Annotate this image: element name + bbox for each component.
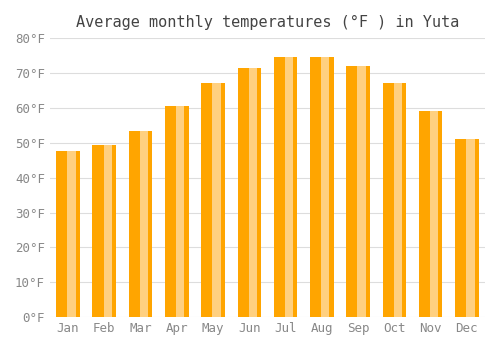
Bar <box>238 68 261 317</box>
Bar <box>419 111 442 317</box>
Bar <box>128 131 152 317</box>
Bar <box>68 152 76 317</box>
Bar <box>346 66 370 317</box>
Bar <box>176 106 184 317</box>
Bar <box>165 106 188 317</box>
Bar <box>140 131 148 317</box>
Title: Average monthly temperatures (°F ) in Yuta: Average monthly temperatures (°F ) in Yu… <box>76 15 459 30</box>
Bar <box>455 139 478 317</box>
Bar <box>202 83 225 317</box>
Bar <box>358 66 366 317</box>
Bar <box>321 57 330 317</box>
Bar <box>466 139 474 317</box>
Bar <box>430 111 438 317</box>
Bar <box>274 57 297 317</box>
Bar <box>56 152 80 317</box>
Bar <box>104 145 112 317</box>
Bar <box>92 145 116 317</box>
Bar <box>285 57 293 317</box>
Bar <box>248 68 257 317</box>
Bar <box>382 83 406 317</box>
Bar <box>212 83 220 317</box>
Bar <box>394 83 402 317</box>
Bar <box>310 57 334 317</box>
